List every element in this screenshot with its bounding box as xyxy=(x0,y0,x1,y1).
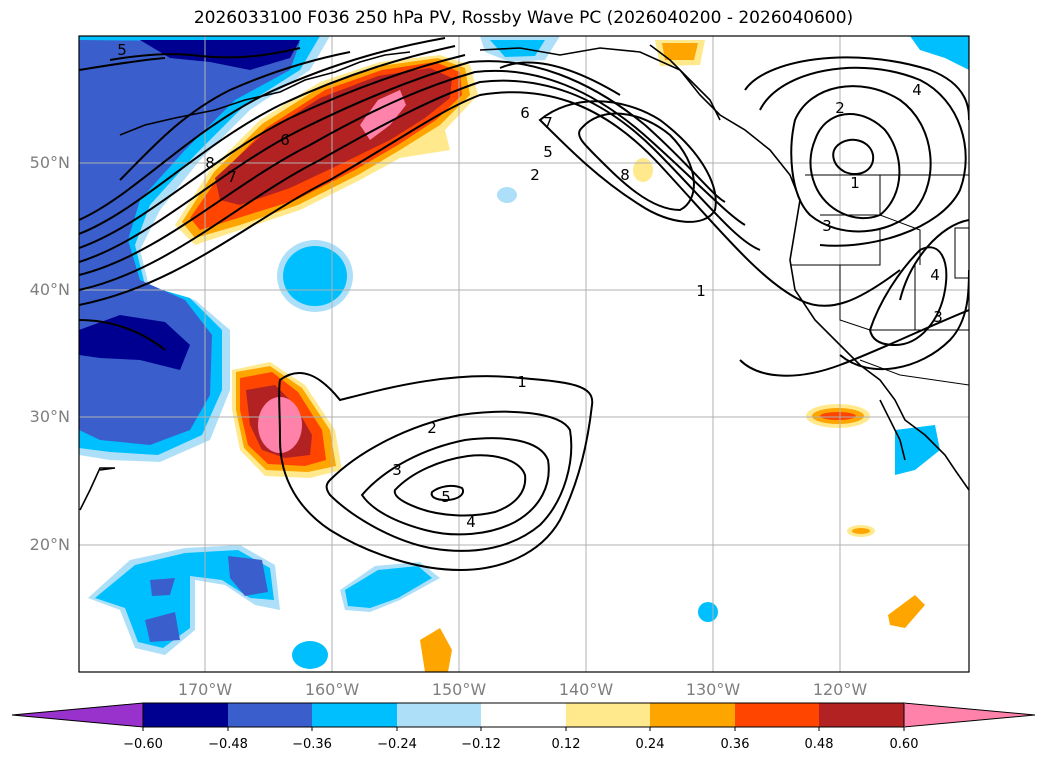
contour-labels: 5 8 7 6 6 7 5 2 8 4 2 1 3 4 3 1 1 2 3 5 … xyxy=(117,41,943,531)
pv-negative-baja xyxy=(895,425,940,475)
lat-label-40n: 40°N xyxy=(29,280,70,299)
colorbar-tick-label: −0.24 xyxy=(377,737,417,752)
colorbar-tick-label: 0.12 xyxy=(551,737,581,752)
pv-negative-small-2 xyxy=(698,602,718,622)
contour-label: 2 xyxy=(427,419,437,437)
lon-label-160w: 160°W xyxy=(304,680,360,699)
lon-label-150w: 150°W xyxy=(431,680,487,699)
colorbar-segment xyxy=(143,703,228,727)
contour-label: 4 xyxy=(466,513,476,531)
contour-label: 6 xyxy=(280,131,290,149)
pv-positive-small-1 xyxy=(633,158,653,182)
colorbar-tick-label: −0.60 xyxy=(123,737,163,752)
colorbar-tick-label: 0.36 xyxy=(720,737,750,752)
pv-positive-small-3b xyxy=(852,528,870,534)
colorbar xyxy=(11,702,1036,731)
graticule xyxy=(79,36,969,672)
contour-label: 7 xyxy=(543,114,553,132)
lat-label-20n: 20°N xyxy=(29,535,70,554)
colorbar-outline xyxy=(142,702,905,728)
colorbar-tick-label: −0.12 xyxy=(461,737,501,752)
pv-negative-small-3 xyxy=(497,187,517,203)
contour-label: 8 xyxy=(205,154,215,172)
contour-label: 3 xyxy=(822,217,832,235)
pv-negative-nw-navy-2 xyxy=(79,315,190,370)
colorbar-extend-high xyxy=(903,702,1036,728)
colorbar-segment xyxy=(650,703,735,727)
plot-frame xyxy=(78,35,970,673)
colorbar-tick-label: 0.48 xyxy=(804,737,834,752)
colorbar-segment xyxy=(397,703,481,727)
pv-negative-mid-cyan xyxy=(345,566,432,608)
rossby-contours-north xyxy=(79,37,969,377)
pv-positive-small-4 xyxy=(888,595,925,628)
pv-positive-north-orange xyxy=(662,43,698,60)
contour-label: 3 xyxy=(933,308,943,326)
contour-label: 1 xyxy=(850,174,860,192)
contour-label: 8 xyxy=(620,166,630,184)
colorbar-segment xyxy=(735,703,819,727)
colorbar-segment xyxy=(312,703,397,727)
lon-label-170w: 170°W xyxy=(177,680,233,699)
contour-label: 4 xyxy=(912,81,922,99)
coastlines xyxy=(79,44,969,511)
contour-label: 1 xyxy=(517,373,527,391)
colorbar-tick-label: 0.24 xyxy=(635,737,665,752)
contour-label: 5 xyxy=(543,143,553,161)
pv-negative-small-1 xyxy=(292,641,328,669)
colorbar-segment xyxy=(481,703,566,727)
colorbar-tick-label: −0.48 xyxy=(208,737,248,752)
contour-label: 6 xyxy=(520,104,530,122)
pv-negative-40n-cyan xyxy=(283,246,347,306)
pv-negative-south-blue xyxy=(145,556,268,642)
pv-negative-far-ne xyxy=(910,36,969,70)
contour-label: 3 xyxy=(392,461,402,479)
pv-negative-south-cyan xyxy=(95,550,274,648)
lon-label-140w: 140°W xyxy=(558,680,614,699)
contour-label: 7 xyxy=(227,168,237,186)
colorbar-extend-low xyxy=(11,702,144,728)
lon-label-130w: 130°W xyxy=(685,680,741,699)
pv-positive-small-2c xyxy=(820,412,856,420)
map-title: 2026033100 F036 250 hPa PV, Rossby Wave … xyxy=(193,8,854,28)
colorbar-tick-label: 0.60 xyxy=(889,737,919,752)
contour-label: 2 xyxy=(835,99,845,117)
contour-label: 5 xyxy=(441,488,451,506)
colorbar-segment xyxy=(228,703,312,727)
lat-label-50n: 50°N xyxy=(29,153,70,172)
rossby-contours-south xyxy=(278,371,594,572)
lat-label-30n: 30°N xyxy=(29,407,70,426)
lon-label-120w: 120°W xyxy=(812,680,868,699)
pv-negative-nw-navy xyxy=(140,40,300,70)
contour-label: 5 xyxy=(117,41,127,59)
colorbar-tick-label: −0.36 xyxy=(292,737,332,752)
contour-label: 1 xyxy=(696,282,706,300)
pv-shading xyxy=(79,36,969,672)
contour-label: 4 xyxy=(930,266,940,284)
pv-positive-small-5 xyxy=(420,628,452,672)
colorbar-segment xyxy=(819,703,904,727)
colorbar-segment xyxy=(566,703,650,727)
contour-label: 2 xyxy=(530,166,540,184)
